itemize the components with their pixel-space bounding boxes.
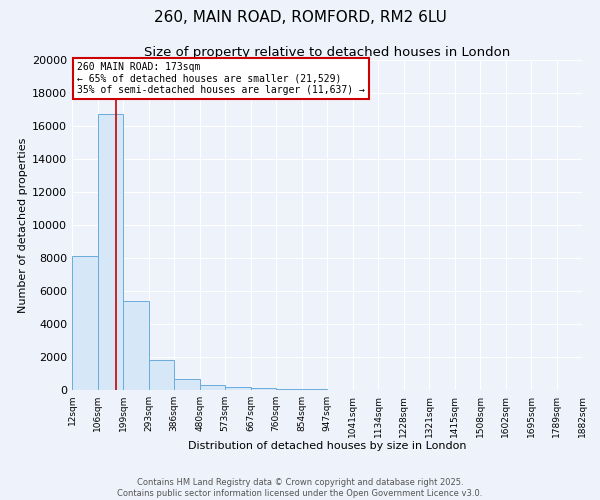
Bar [225,386,251,390]
Bar [123,301,149,390]
Text: Contains HM Land Registry data © Crown copyright and database right 2025.
Contai: Contains HM Land Registry data © Crown c… [118,478,482,498]
X-axis label: Distribution of detached houses by size in London: Distribution of detached houses by size … [188,441,466,451]
Bar [174,380,200,390]
Bar [251,388,276,390]
Text: 260 MAIN ROAD: 173sqm
← 65% of detached houses are smaller (21,529)
35% of semi-: 260 MAIN ROAD: 173sqm ← 65% of detached … [77,62,365,95]
Bar [98,114,123,390]
Title: Size of property relative to detached houses in London: Size of property relative to detached ho… [144,46,510,59]
Bar [149,360,174,390]
Bar [200,386,225,390]
Bar [72,256,98,390]
Y-axis label: Number of detached properties: Number of detached properties [18,138,28,312]
Text: 260, MAIN ROAD, ROMFORD, RM2 6LU: 260, MAIN ROAD, ROMFORD, RM2 6LU [154,10,446,25]
Bar [276,388,302,390]
Bar [302,389,327,390]
